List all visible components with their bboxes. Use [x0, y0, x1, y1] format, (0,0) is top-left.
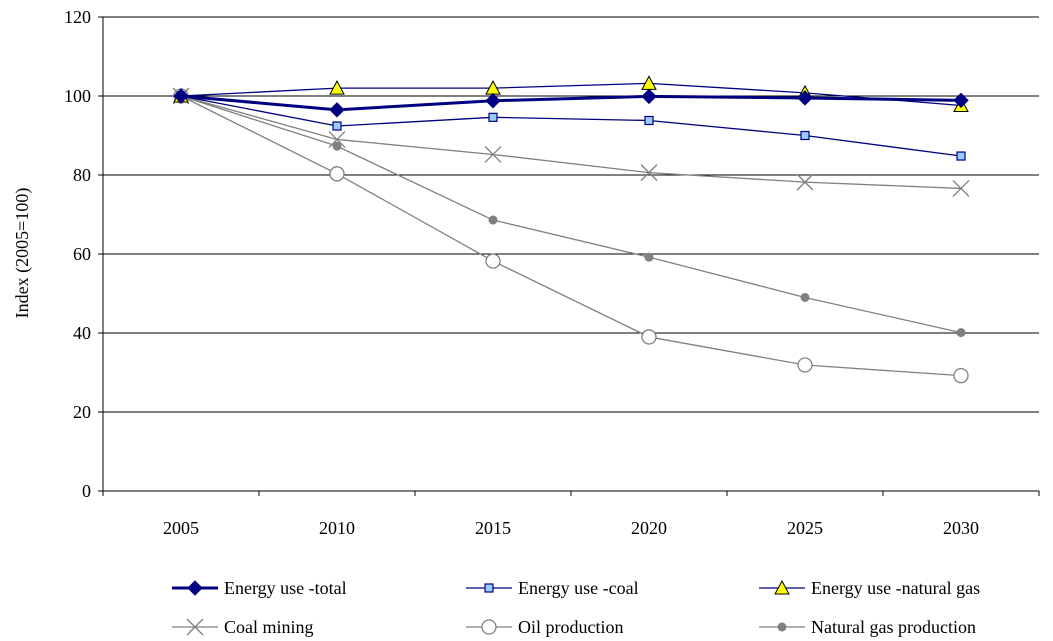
- series-energy-use-total: [173, 88, 969, 118]
- legend-swatch-marker: [774, 579, 790, 595]
- legend-swatch-marker: [777, 622, 787, 632]
- legend-swatch-marker: [186, 618, 204, 636]
- legend-item: Oil production: [466, 617, 624, 637]
- data-point: [953, 368, 969, 384]
- x-tick-label: 2030: [943, 518, 979, 538]
- series-line: [180, 95, 962, 190]
- data-point: [329, 80, 345, 95]
- legend-swatch-marker: [484, 583, 494, 593]
- data-point: [173, 88, 189, 104]
- x-tick-label: 2025: [787, 518, 823, 538]
- legend-item: Energy use -natural gas: [759, 578, 980, 598]
- legend-label: Energy use -total: [224, 578, 347, 598]
- x-tick-label: 2010: [319, 518, 355, 538]
- series-oil-production: [173, 88, 969, 384]
- data-point: [952, 179, 970, 197]
- series-line: [180, 94, 962, 112]
- y-tick-labels: 0 20 40 60 80 100 120: [64, 7, 91, 501]
- y-tick-label: 40: [73, 323, 91, 343]
- data-point: [488, 215, 498, 225]
- data-point: [800, 292, 810, 302]
- legend-label: Coal mining: [224, 617, 314, 637]
- axes: [98, 16, 1040, 496]
- legend-label: Oil production: [518, 617, 624, 637]
- data-point: [332, 121, 342, 131]
- data-point: [953, 92, 969, 109]
- legend-item: Coal mining: [172, 617, 314, 637]
- x-tick-label: 2020: [631, 518, 667, 538]
- series-line: [180, 95, 962, 334]
- data-point: [329, 102, 345, 118]
- data-point: [329, 166, 345, 182]
- data-point: [484, 146, 502, 163]
- data-point: [797, 357, 813, 373]
- series: [172, 75, 970, 384]
- series-coal-mining: [172, 87, 970, 197]
- data-point: [797, 90, 813, 106]
- data-point: [488, 112, 498, 122]
- data-point: [332, 141, 342, 151]
- legend-label: Natural gas production: [811, 617, 976, 637]
- y-tick-label: 20: [73, 402, 91, 422]
- y-tick-label: 120: [64, 7, 91, 27]
- data-point: [956, 328, 966, 338]
- series-energy-use-coal: [176, 91, 966, 161]
- data-point: [641, 329, 657, 345]
- y-tick-label: 0: [82, 481, 91, 501]
- series-natural-gas-production: [176, 91, 966, 338]
- legend-label: Energy use -coal: [518, 578, 639, 598]
- y-tick-label: 60: [73, 244, 91, 264]
- series-line: [180, 95, 962, 157]
- gridlines: [103, 16, 1039, 413]
- data-point: [640, 164, 658, 182]
- data-point: [485, 93, 501, 109]
- x-tick-label: 2015: [475, 518, 511, 538]
- legend-item: Energy use -coal: [466, 578, 639, 598]
- y-axis-title: Index (2005=100): [12, 188, 33, 319]
- data-point: [485, 253, 501, 269]
- y-tick-label: 100: [64, 86, 91, 106]
- x-tick-label: 2005: [163, 518, 199, 538]
- data-point: [956, 151, 966, 161]
- legend: Energy use -total Energy use -coal Energy …: [172, 578, 980, 637]
- legend-item: Natural gas production: [759, 617, 976, 637]
- x-tick-labels: 2005 2010 2015 2020 2025 2030: [163, 518, 979, 538]
- legend-label: Energy use -natural gas: [811, 578, 980, 598]
- data-point: [800, 130, 810, 141]
- legend-item: Energy use -total: [172, 578, 347, 598]
- data-point: [644, 252, 654, 262]
- series-line: [180, 95, 962, 377]
- data-point: [644, 115, 654, 126]
- legend-swatch-marker: [481, 619, 497, 635]
- y-tick-label: 80: [73, 165, 91, 185]
- data-point: [641, 88, 657, 105]
- legend-swatch-marker: [187, 580, 203, 596]
- data-point: [796, 173, 814, 191]
- series-line: [180, 82, 962, 107]
